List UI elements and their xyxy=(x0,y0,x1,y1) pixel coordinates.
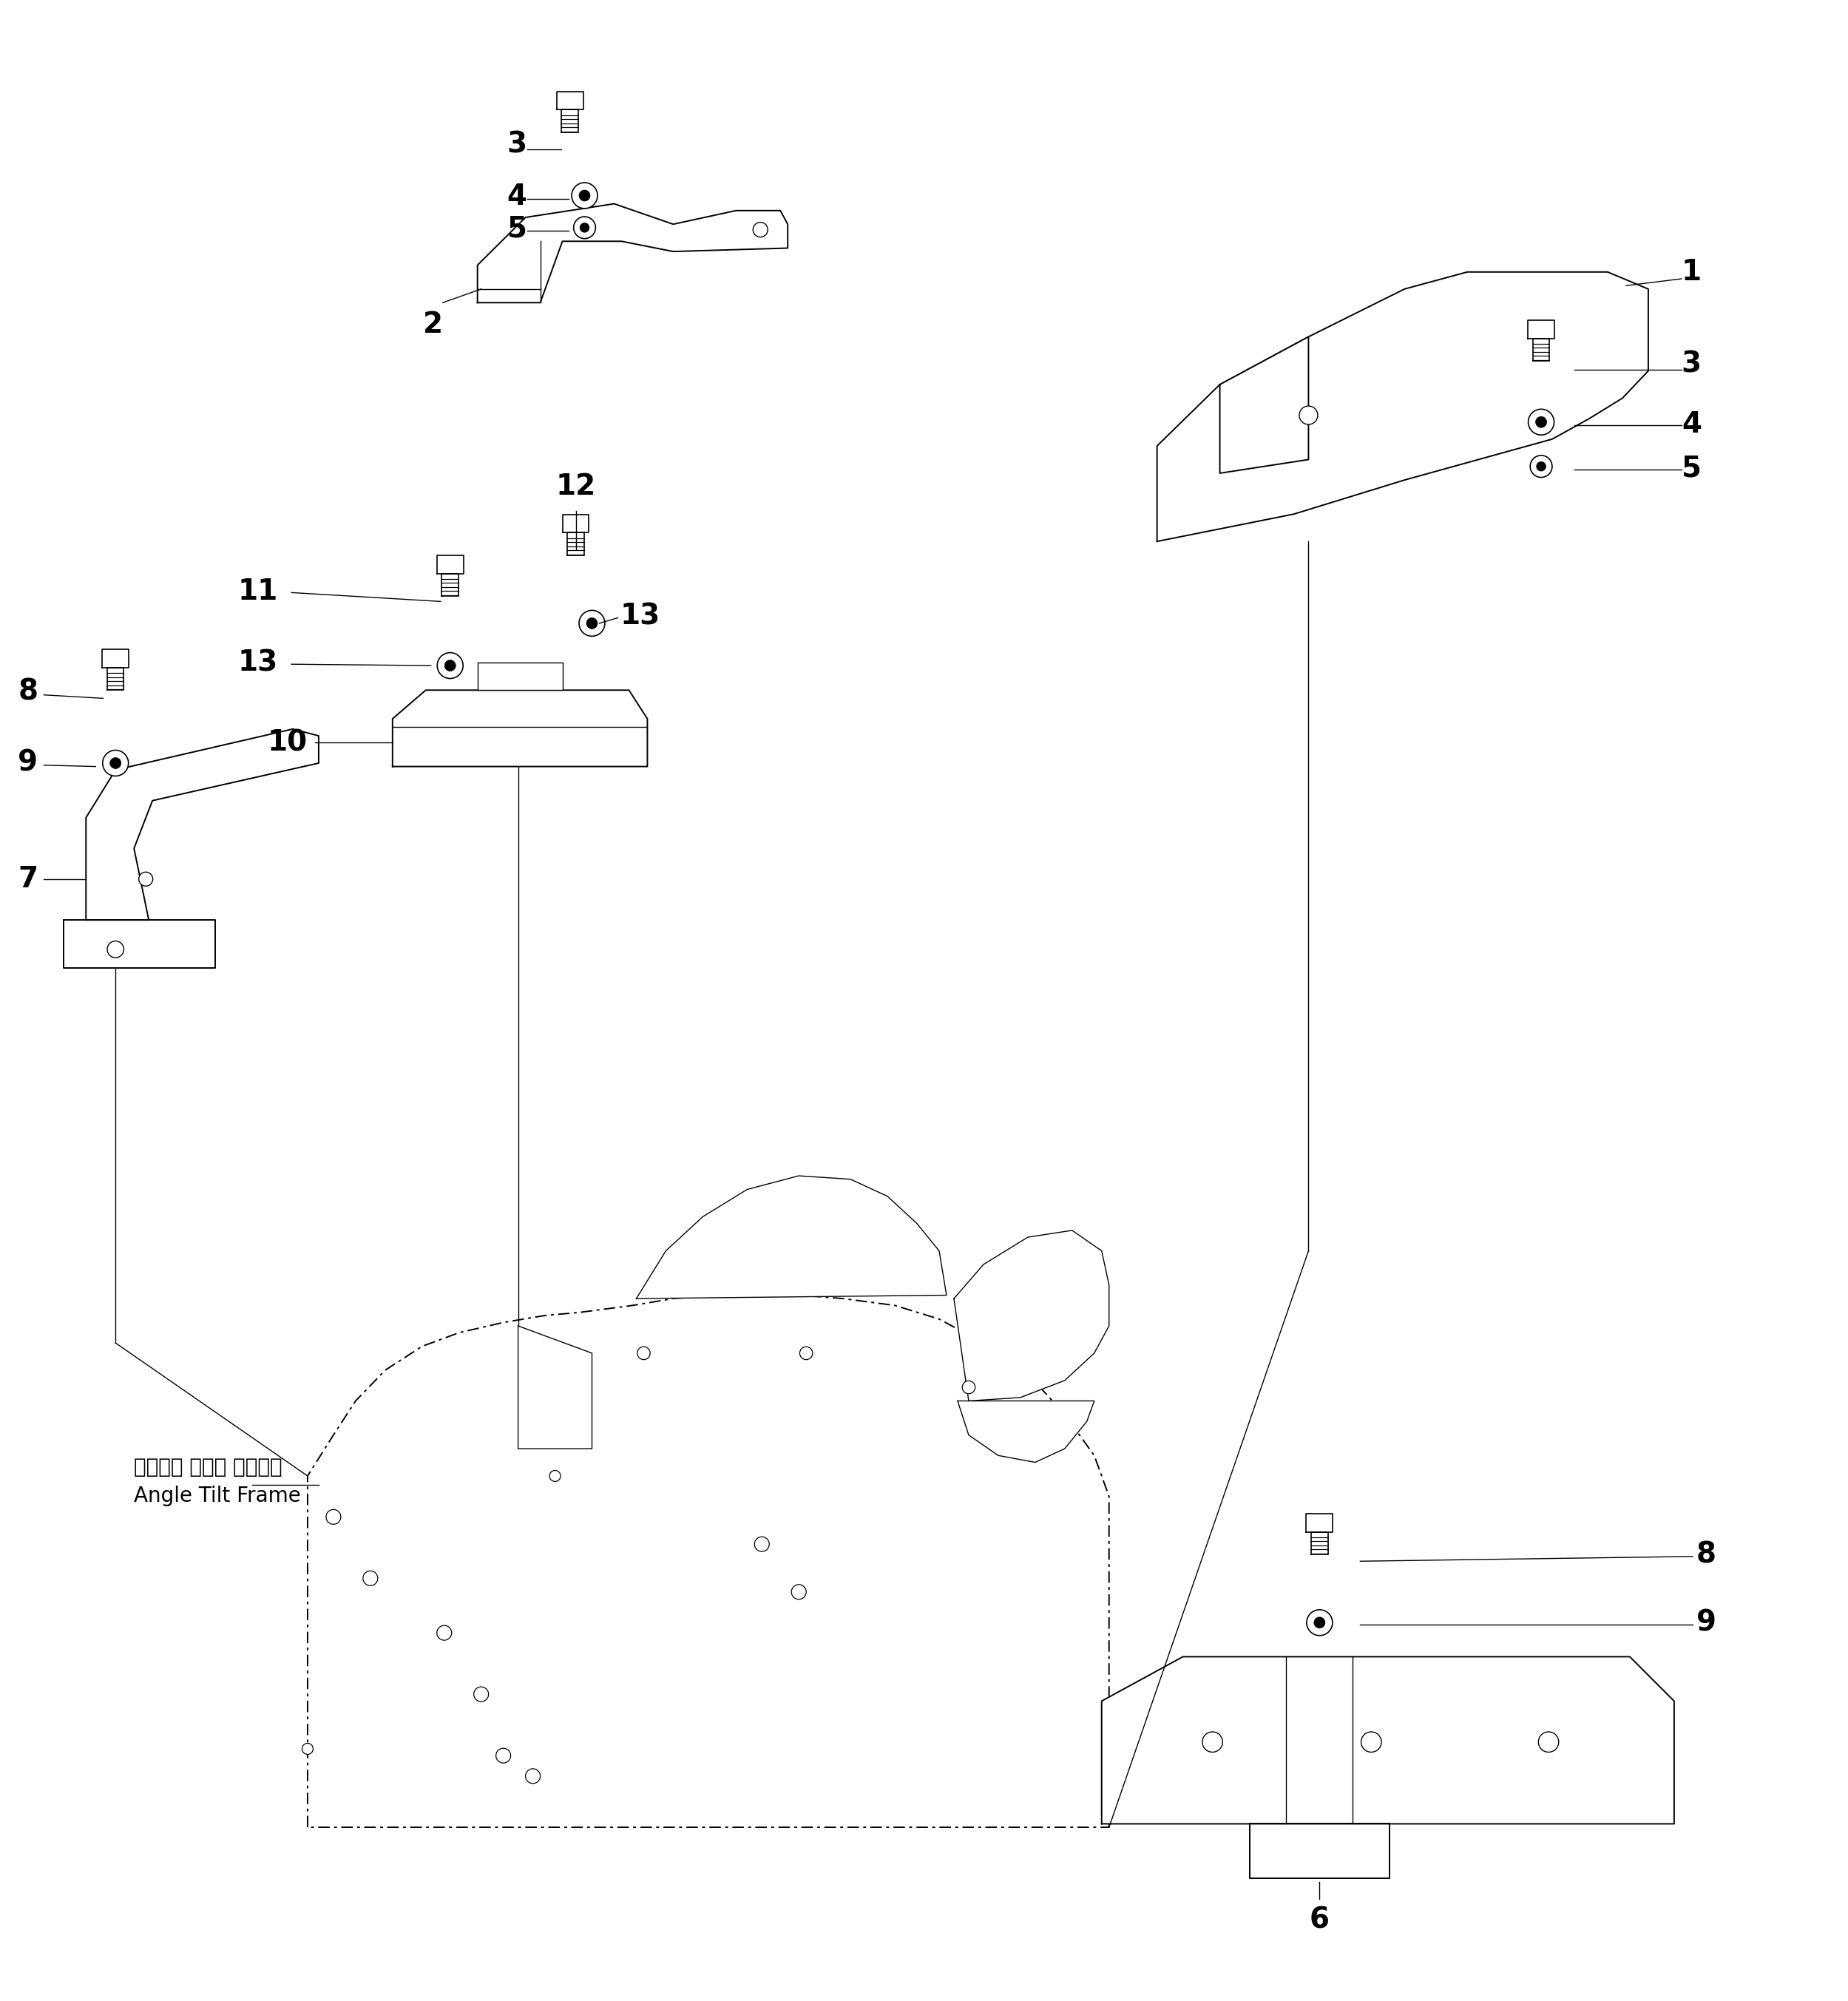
Circle shape xyxy=(1528,408,1554,434)
Circle shape xyxy=(1307,1609,1332,1635)
Circle shape xyxy=(638,1347,650,1359)
Circle shape xyxy=(107,940,124,958)
Circle shape xyxy=(436,1625,451,1641)
Polygon shape xyxy=(107,668,124,690)
Polygon shape xyxy=(1249,1823,1390,1879)
Text: 9: 9 xyxy=(18,748,39,776)
Circle shape xyxy=(586,618,597,628)
Circle shape xyxy=(963,1381,976,1395)
Text: 8: 8 xyxy=(1696,1541,1717,1569)
Polygon shape xyxy=(636,1177,946,1299)
Text: アングル チルト フレーム
Angle Tilt Frame: アングル チルト フレーム Angle Tilt Frame xyxy=(135,1457,301,1507)
Circle shape xyxy=(571,182,597,208)
Text: 4: 4 xyxy=(506,182,527,210)
Text: 3: 3 xyxy=(506,130,527,158)
Polygon shape xyxy=(102,650,129,668)
Circle shape xyxy=(578,610,604,636)
Circle shape xyxy=(473,1687,488,1701)
Polygon shape xyxy=(477,204,787,302)
Text: 10: 10 xyxy=(268,728,307,756)
Text: 13: 13 xyxy=(621,602,660,630)
Polygon shape xyxy=(517,1327,591,1449)
Polygon shape xyxy=(442,574,458,596)
Text: 2: 2 xyxy=(423,310,444,338)
Polygon shape xyxy=(307,1295,1109,1827)
Circle shape xyxy=(1536,416,1547,428)
Polygon shape xyxy=(562,110,578,132)
Text: 4: 4 xyxy=(1682,410,1702,438)
Circle shape xyxy=(1530,456,1552,478)
Polygon shape xyxy=(65,920,214,968)
Circle shape xyxy=(1538,1731,1558,1753)
Text: 6: 6 xyxy=(1310,1905,1329,1933)
Polygon shape xyxy=(87,728,318,920)
Circle shape xyxy=(438,652,464,678)
Polygon shape xyxy=(477,662,562,690)
Polygon shape xyxy=(436,556,464,574)
Circle shape xyxy=(1203,1731,1223,1753)
Text: 13: 13 xyxy=(238,648,277,676)
Polygon shape xyxy=(957,1401,1094,1463)
Circle shape xyxy=(1299,406,1318,424)
Circle shape xyxy=(754,1537,769,1551)
Polygon shape xyxy=(1532,338,1549,360)
Text: 1: 1 xyxy=(1682,258,1702,286)
Circle shape xyxy=(1362,1731,1382,1753)
Polygon shape xyxy=(1312,1533,1329,1555)
Circle shape xyxy=(139,872,153,886)
Circle shape xyxy=(301,1743,312,1755)
Circle shape xyxy=(1314,1617,1325,1629)
Circle shape xyxy=(573,216,595,238)
Text: 5: 5 xyxy=(1682,454,1702,482)
Circle shape xyxy=(800,1347,813,1359)
Text: 7: 7 xyxy=(18,864,39,892)
Text: 11: 11 xyxy=(238,576,277,604)
Text: 9: 9 xyxy=(1696,1609,1717,1637)
Text: 3: 3 xyxy=(1682,350,1702,378)
Polygon shape xyxy=(1307,1515,1332,1533)
Polygon shape xyxy=(1220,336,1308,472)
Polygon shape xyxy=(562,514,590,532)
Polygon shape xyxy=(392,690,647,766)
Circle shape xyxy=(549,1471,560,1481)
Circle shape xyxy=(495,1749,510,1763)
Polygon shape xyxy=(556,92,584,110)
Circle shape xyxy=(580,222,590,232)
Circle shape xyxy=(103,750,129,776)
Circle shape xyxy=(1536,462,1547,470)
Circle shape xyxy=(752,222,767,236)
Circle shape xyxy=(325,1509,340,1525)
Text: 8: 8 xyxy=(18,678,39,706)
Circle shape xyxy=(362,1571,377,1585)
Text: 12: 12 xyxy=(556,472,595,500)
Polygon shape xyxy=(1528,320,1554,338)
Polygon shape xyxy=(1157,272,1648,542)
Circle shape xyxy=(578,190,590,202)
Circle shape xyxy=(445,660,456,670)
Polygon shape xyxy=(954,1231,1109,1401)
Circle shape xyxy=(791,1585,806,1599)
Polygon shape xyxy=(1101,1657,1674,1823)
Polygon shape xyxy=(567,532,584,554)
Circle shape xyxy=(111,758,122,768)
Text: 5: 5 xyxy=(506,214,527,242)
Circle shape xyxy=(525,1769,540,1783)
